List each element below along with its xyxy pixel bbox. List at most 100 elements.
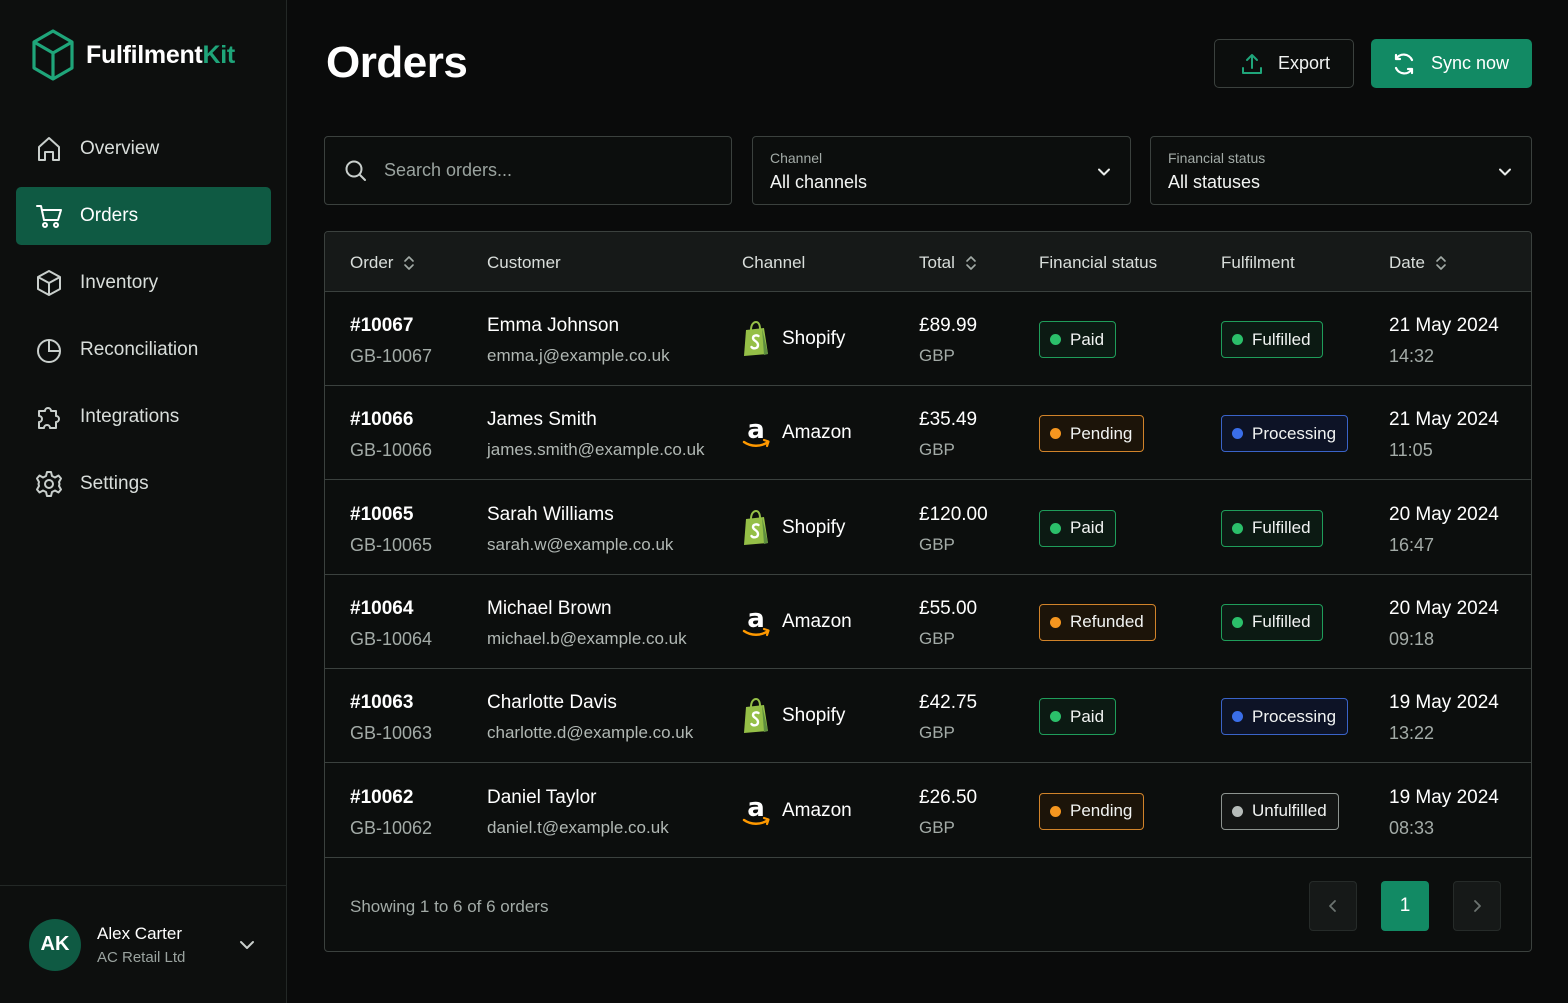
date-cell: 19 May 2024 13:22 <box>1389 692 1499 744</box>
customer-name: Sarah Williams <box>487 503 614 525</box>
order-number[interactable]: #10063 <box>350 692 414 714</box>
channel-cell: a Amazon <box>740 414 852 452</box>
brand-name-accent: Kit <box>202 40 235 69</box>
column-order[interactable]: Order <box>350 253 415 273</box>
sidebar-item-label: Inventory <box>80 272 159 293</box>
export-button[interactable]: Export <box>1214 39 1354 88</box>
status-dot <box>1050 428 1061 440</box>
customer-email: sarah.w@example.co.uk <box>487 534 674 554</box>
table-row[interactable]: #10062 GB-10062 Daniel Taylor daniel.t@exam… <box>325 764 1531 858</box>
status-dot <box>1232 334 1243 345</box>
financial-status-badge: Pending <box>1039 415 1145 453</box>
next-page-button[interactable] <box>1453 881 1501 931</box>
channel-cell: Shopify <box>740 509 845 547</box>
customer-name: Michael Brown <box>487 597 612 619</box>
sync-now-button[interactable]: Sync now <box>1371 39 1532 88</box>
puzzle-icon <box>38 407 60 429</box>
order-cell: #10062 GB-10062 <box>350 787 432 839</box>
order-number[interactable]: #10067 <box>350 315 414 336</box>
page-button-current[interactable]: 1 <box>1381 881 1429 931</box>
column-label: Financial status <box>1039 253 1158 272</box>
amazon-icon: a <box>742 604 770 636</box>
order-time: 13:22 <box>1389 723 1435 744</box>
amazon-icon: a <box>742 415 770 448</box>
table-row[interactable]: #10067 GB-10067 Emma Johnson emma.j@example… <box>325 292 1531 386</box>
customer-name: James Smith <box>487 409 597 431</box>
status-select-value: All statuses <box>1168 172 1261 192</box>
order-number[interactable]: #10066 <box>350 409 414 431</box>
order-time: 14:32 <box>1389 346 1435 366</box>
main-content: Orders Export Sync now Search orders... … <box>287 0 1568 1003</box>
channel-cell: a Amazon <box>740 792 852 830</box>
financial-status-label: Paid <box>1070 329 1105 349</box>
fulfilment-status-badge: Processing <box>1221 415 1349 453</box>
order-cell: #10065 GB-10065 <box>350 504 432 556</box>
order-number[interactable]: #10065 <box>350 503 414 525</box>
search-icon <box>345 160 366 181</box>
sidebar-item-overview[interactable]: Overview <box>16 120 271 178</box>
channel-select[interactable]: Channel All channels <box>752 136 1131 205</box>
channel-name: Amazon <box>782 799 852 821</box>
brand-name-main: Fulfilment <box>86 40 203 69</box>
search-input[interactable]: Search orders... <box>324 136 732 205</box>
chevron-down-icon <box>1098 168 1110 176</box>
total-cell: £120.00 GBP <box>919 504 988 555</box>
column-label: Date <box>1389 253 1425 272</box>
sidebar-item-settings[interactable]: Settings <box>16 455 271 513</box>
fulfilment-status-badge: Unfulfilled <box>1221 792 1339 830</box>
customer-cell: James Smith james.smith@example.co.uk <box>487 409 705 460</box>
order-total: £120.00 <box>919 503 988 525</box>
column-label: Channel <box>742 253 806 272</box>
sidebar-item-label: Settings <box>80 473 149 494</box>
order-time: 11:05 <box>1389 440 1433 461</box>
box-icon <box>37 270 61 296</box>
financial-status-select[interactable]: Financial status All statuses <box>1150 136 1532 205</box>
fulfilment-status-label: Unfulfilled <box>1252 801 1327 820</box>
table-row[interactable]: #10065 GB-10065 Sarah Williams sarah.w@exam… <box>325 481 1531 575</box>
chevron-down-icon[interactable] <box>238 936 256 954</box>
sidebar-item-orders[interactable]: Orders <box>16 187 271 245</box>
previous-page-button[interactable] <box>1309 881 1357 931</box>
user-profile[interactable]: AK Alex Carter AC Retail Ltd <box>0 885 287 1003</box>
order-number[interactable]: #10062 <box>350 786 414 808</box>
order-number[interactable]: #10064 <box>350 597 414 619</box>
sidebar-item-inventory[interactable]: Inventory <box>16 254 271 312</box>
chevron-left-icon <box>1329 900 1336 912</box>
column-date[interactable]: Date <box>1389 253 1447 273</box>
order-reference: GB-10062 <box>350 817 433 838</box>
shopify-icon <box>744 698 768 734</box>
user-name: Alex Carter <box>97 923 183 943</box>
table-row[interactable]: #10066 GB-10066 James Smith james.smith@exa… <box>325 386 1531 481</box>
status-dot <box>1232 805 1243 817</box>
column-label: Total <box>919 253 955 272</box>
date-cell: 20 May 2024 16:47 <box>1389 504 1499 556</box>
brand-logo[interactable]: FulfilmentKit <box>30 28 235 82</box>
amazon-icon: a <box>742 793 770 825</box>
order-reference: GB-10064 <box>350 628 433 649</box>
column-total[interactable]: Total <box>919 253 977 273</box>
order-total: £55.00 <box>919 597 978 619</box>
total-cell: £42.75 GBP <box>919 692 977 743</box>
chevron-down-icon <box>1499 168 1511 176</box>
sidebar-item-reconciliation[interactable]: Reconciliation <box>16 321 271 379</box>
order-date: 19 May 2024 <box>1389 692 1499 714</box>
sidebar-item-label: Orders <box>80 205 139 226</box>
sort-icon <box>404 256 415 270</box>
fulfilment-status-label: Fulfilled <box>1252 612 1311 632</box>
table-row[interactable]: #10063 GB-10063 Charlotte Davis charlotte.d… <box>325 669 1531 764</box>
sidebar-item-integrations[interactable]: Integrations <box>16 388 271 446</box>
total-cell: £26.50 GBP <box>919 787 977 838</box>
channel-cell: a Amazon <box>740 603 852 641</box>
channel-name: Shopify <box>782 516 846 538</box>
order-currency: GBP <box>919 440 955 460</box>
financial-status-badge: Pending <box>1039 792 1145 830</box>
channel-cell: Shopify <box>740 320 845 358</box>
gear-icon <box>36 471 62 497</box>
order-time: 16:47 <box>1389 534 1435 555</box>
order-total: £89.99 <box>919 315 978 336</box>
order-date: 21 May 2024 <box>1389 409 1499 431</box>
svg-text:a: a <box>747 793 765 823</box>
table-row[interactable]: #10064 GB-10064 Michael Brown michael.b@exa… <box>325 575 1531 669</box>
column-channel: Channel <box>742 253 805 273</box>
sync-label: Sync now <box>1431 53 1510 73</box>
